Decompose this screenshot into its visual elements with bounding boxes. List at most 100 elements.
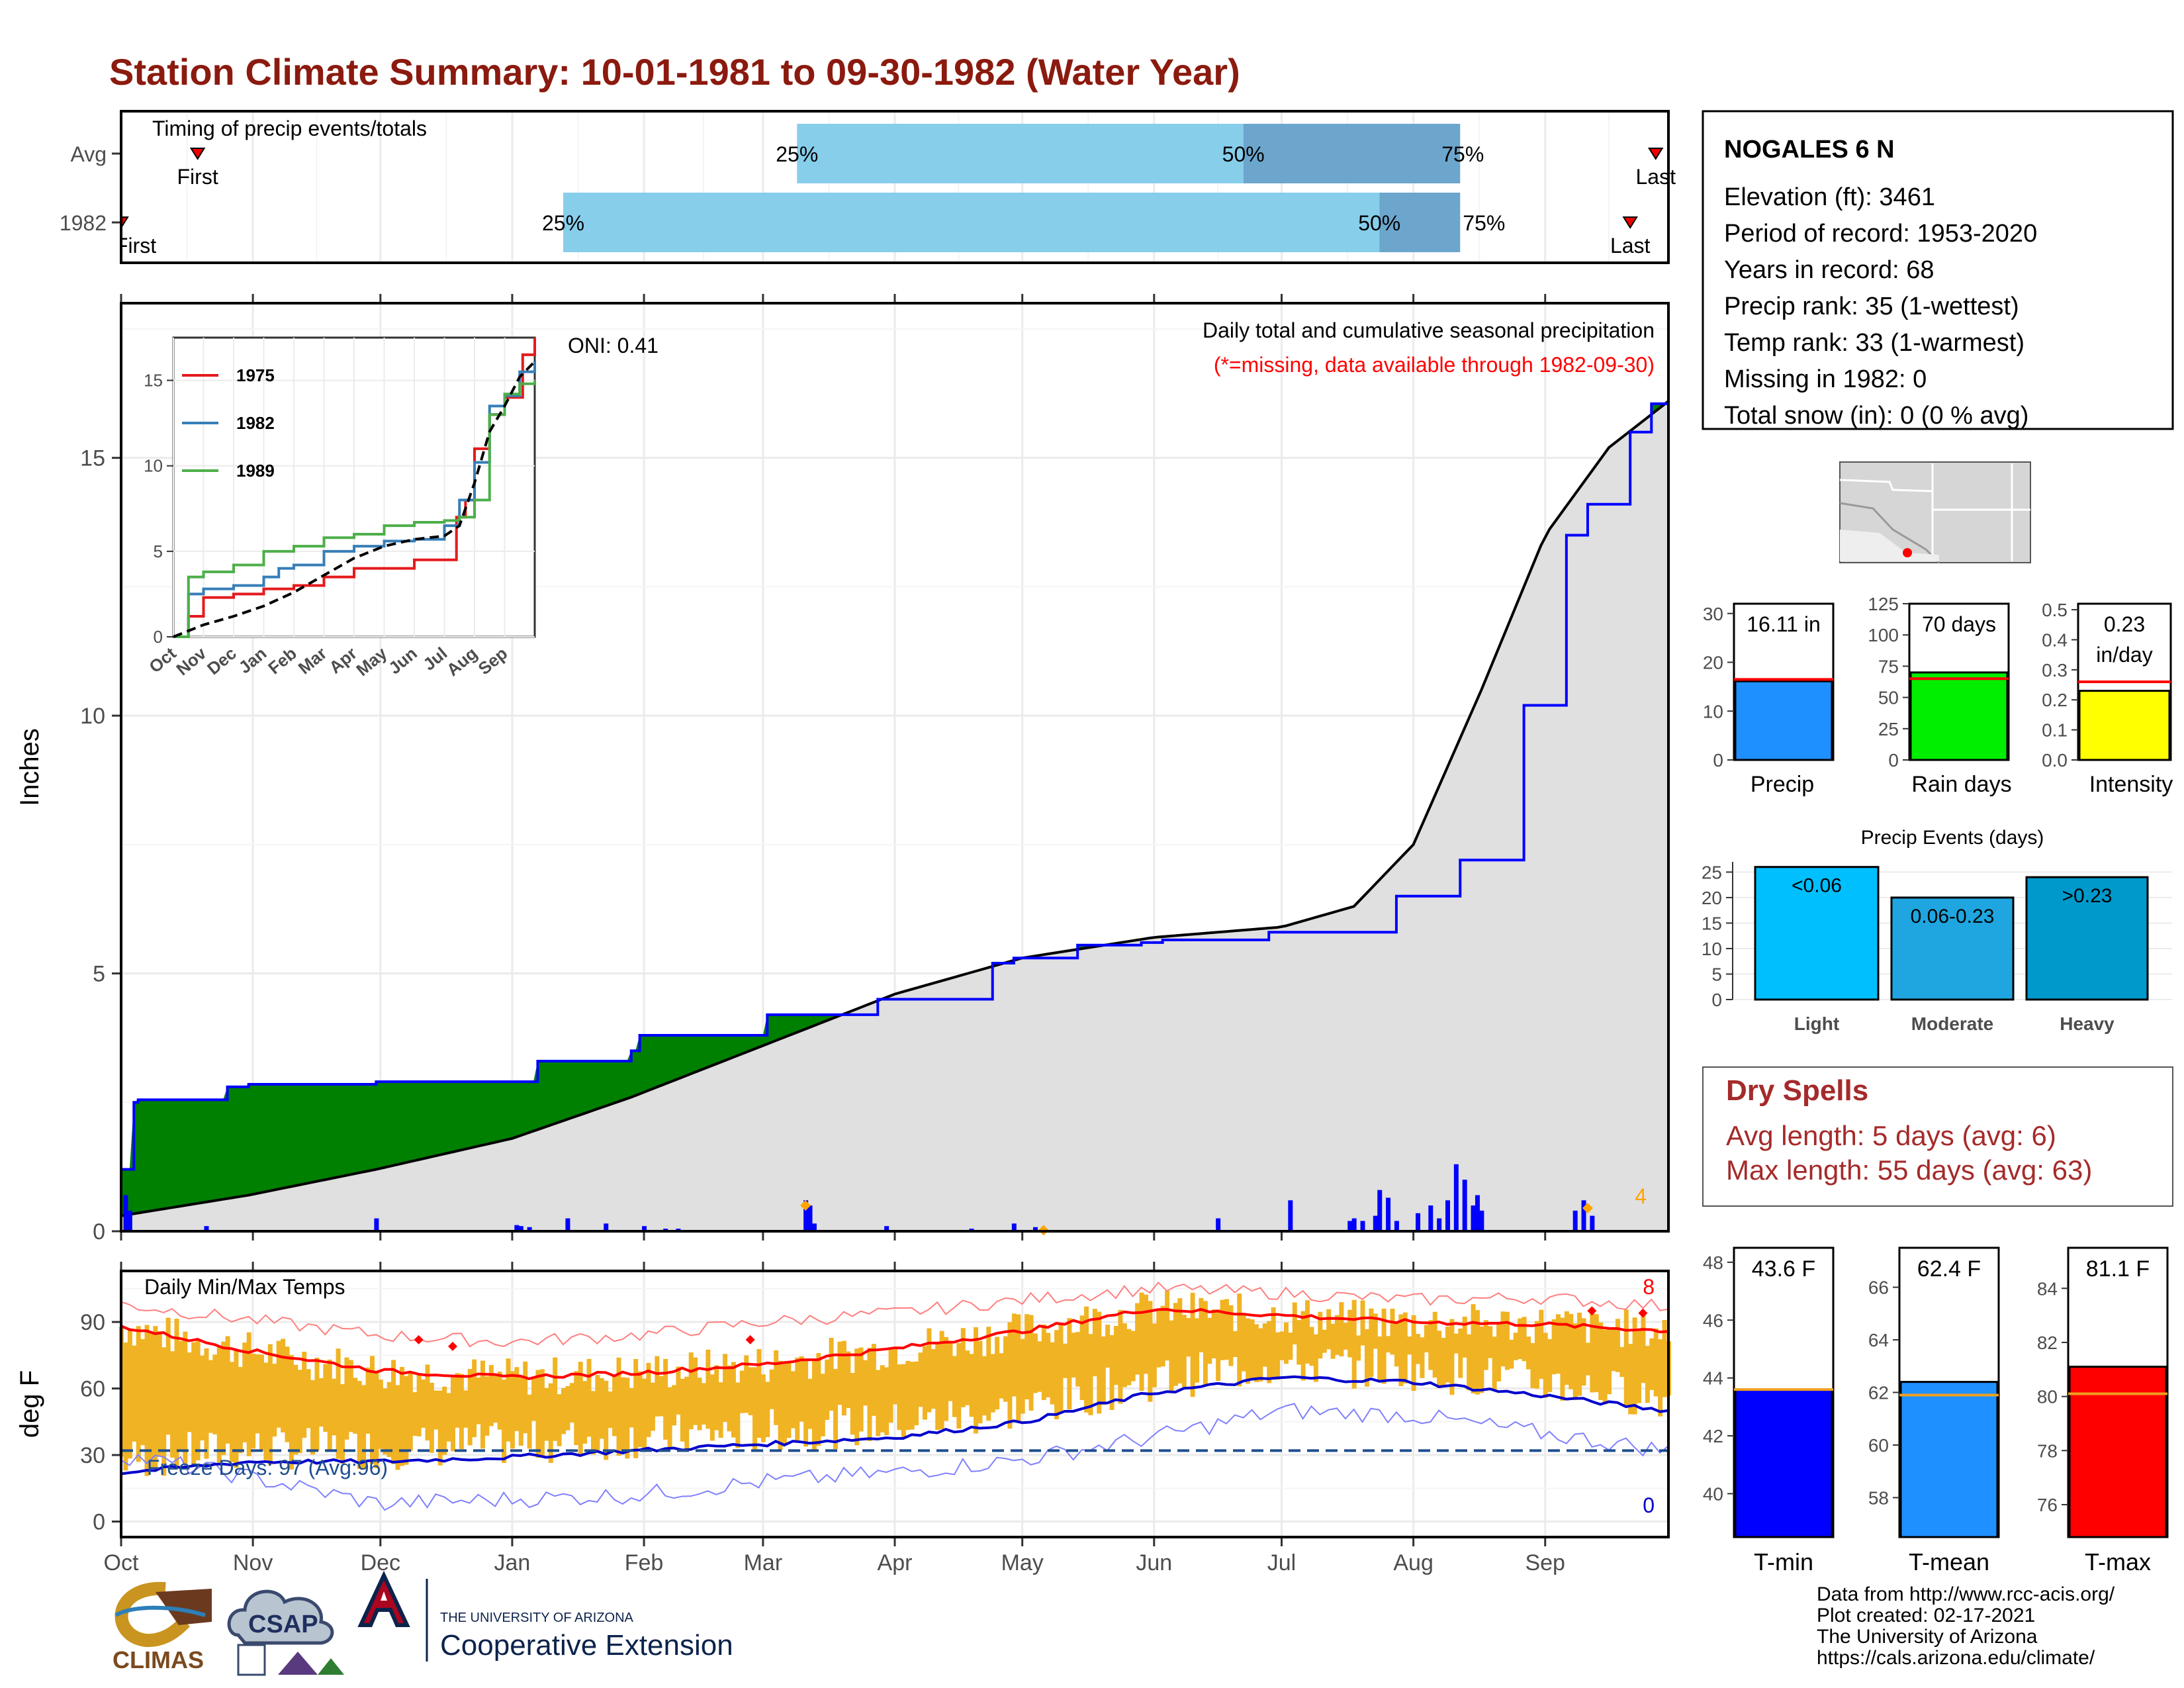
season-summary-bars: 0 10 20 30 16.11 in Precip 0 25 50 75 100 125 70 day… [1703, 594, 2173, 797]
event-bar-label: 0.06-0.23 [1911, 906, 1995, 927]
daily-precip-bar [204, 1226, 209, 1231]
temp-bar-tick: 46 [1703, 1310, 1723, 1331]
timing-bar-50-75 [1379, 193, 1461, 252]
ua-small-text: THE UNIVERSITY OF ARIZONA [440, 1611, 634, 1625]
station-info-line: Missing in 1982: 0 [1724, 365, 1927, 393]
record-high-marker [414, 1335, 424, 1344]
event-bar-label: >0.23 [2062, 885, 2113, 907]
temp-bar-tick: 82 [2037, 1333, 2058, 1353]
mini-bar-intensity [2078, 690, 2171, 761]
daily-precip-bar [1475, 1195, 1480, 1231]
month-tick: Oct [104, 1550, 139, 1575]
temp-y-tick: 30 [80, 1443, 105, 1468]
inset-line-avg [173, 360, 536, 638]
temp-bar-tick: 78 [2037, 1440, 2058, 1461]
temp-y-label: deg F [15, 1370, 44, 1438]
daily-precip-bar [565, 1218, 570, 1231]
record-max-line [120, 1281, 1669, 1348]
month-tick: Nov [233, 1550, 273, 1575]
temp-bar-tick: 62 [1868, 1383, 1889, 1403]
daily-precip-bar [1572, 1210, 1578, 1231]
daily-precip-bar [1581, 1200, 1586, 1231]
month-tick: Mar [744, 1550, 783, 1575]
daily-precip-bar [1373, 1215, 1378, 1231]
month-tick: May [1001, 1550, 1044, 1575]
event-bar-label: <0.06 [1792, 875, 1842, 897]
temp-bar-t-max [2068, 1366, 2167, 1538]
daily-precip-bar [518, 1226, 523, 1231]
timing-p75-label: 75% [1441, 142, 1484, 166]
credit-line: Data from http://www.rcc-acis.org/ [1817, 1583, 2115, 1605]
event-category: Light [1794, 1013, 1839, 1034]
daily-precip-bar [374, 1218, 379, 1231]
daily-precip-bar [1347, 1221, 1353, 1231]
temp-bar-tick: 42 [1703, 1426, 1723, 1446]
mini-bar-tick: 100 [1868, 625, 1899, 645]
daily-precip-bar [811, 1223, 817, 1231]
oni-label: ONI: 0.41 [568, 334, 659, 357]
csap-logo-text: CSAP [248, 1611, 318, 1638]
mini-bar-tick: 30 [1703, 604, 1723, 624]
daily-temp-range-bars [119, 1290, 1671, 1476]
daily-precip-bar [1471, 1205, 1476, 1231]
inset-legend-label: 1975 [236, 365, 275, 385]
credit-line: Plot created: 02-17-2021 [1817, 1605, 2035, 1626]
dry-spells-box: Dry Spells Avg length: 5 days (avg: 6) M… [1702, 1066, 2173, 1207]
precip-events-chart: Precip Events (days) <0.06 Light 0.06-0.23 M… [1702, 827, 2172, 1034]
events-y-tick: 10 [1702, 939, 1722, 959]
record-min-line [120, 1403, 1669, 1511]
inset-y-tick: 10 [144, 456, 163, 476]
mini-bar-name: Precip [1751, 772, 1814, 797]
csap-logo: CSAP [227, 1589, 344, 1676]
avg-max-line [120, 1307, 1669, 1380]
temp-heading: Daily Min/Max Temps [144, 1275, 345, 1299]
daily-precip-bar [1360, 1221, 1365, 1231]
event-bar-moderate [1890, 896, 2015, 1001]
mini-bar-value-unit: in/day [2096, 643, 2152, 667]
mini-bar-tick: 50 [1878, 688, 1899, 708]
mini-bar-tick: 0.0 [2042, 750, 2068, 771]
event-bar-light [1754, 866, 1880, 1001]
inset-y-tick: 15 [144, 371, 163, 391]
daily-precip-bar [1479, 1210, 1484, 1231]
above-average-area [121, 1014, 840, 1216]
max-day-marker [1582, 1202, 1593, 1213]
mini-bar-tick: 0.4 [2042, 630, 2068, 650]
credits: Data from http://www.rcc-acis.org/Plot c… [1817, 1583, 2115, 1669]
page-title: Station Climate Summary: 10-01-1981 to 0… [109, 51, 1240, 93]
month-tick: Sep [1525, 1550, 1565, 1575]
daily-precip-bar [803, 1200, 809, 1231]
mini-bar-tick: 0.5 [2042, 600, 2068, 620]
temp-bar-t-min [1734, 1388, 1833, 1538]
station-name: NOGALES 6 N [1724, 136, 1895, 164]
station-info-line: Precip rank: 35 (1-wettest) [1724, 293, 2019, 320]
station-info-line: Years in record: 68 [1724, 256, 1934, 284]
daily-precip-bar [123, 1195, 128, 1231]
climas-logo-text: CLIMAS [113, 1646, 204, 1673]
month-tick: Dec [361, 1550, 400, 1575]
events-y-tick: 0 [1711, 990, 1722, 1010]
station-info-line: Total snow (in): 0 (0 % avg) [1724, 402, 2028, 430]
mini-bar-tick: 10 [1703, 701, 1723, 722]
mini-bar-tick: 0.1 [2042, 720, 2068, 741]
temp-bar-name: T-min [1754, 1548, 1813, 1575]
daily-precip-bar [1394, 1221, 1399, 1231]
inset-y-tick: 5 [154, 541, 163, 561]
precip-y-tick: 5 [93, 962, 105, 987]
daily-precip-bar [1386, 1197, 1391, 1231]
mini-bar-tick: 125 [1868, 594, 1899, 614]
daily-precip-bar [1032, 1227, 1038, 1231]
daily-precip-bar [642, 1226, 647, 1231]
daily-precip-bar [127, 1210, 132, 1231]
precip-panel: 0 5 10 15 Inches Daily total and cumulative s… [15, 294, 1670, 1244]
mini-bar-tick: 75 [1878, 656, 1899, 677]
daily-precip-bar [1445, 1200, 1450, 1231]
mini-bar-tick: 20 [1703, 653, 1723, 673]
temp-bar-tick: 44 [1703, 1368, 1723, 1389]
average-cumulative-line [120, 400, 1670, 1217]
daily-precip-bar [1216, 1218, 1221, 1231]
record-max-count: 8 [1643, 1275, 1655, 1299]
timing-bar-25-50 [797, 124, 1244, 183]
inset-legend-label: 1982 [236, 413, 275, 433]
temp-bar-tick: 40 [1703, 1483, 1723, 1504]
